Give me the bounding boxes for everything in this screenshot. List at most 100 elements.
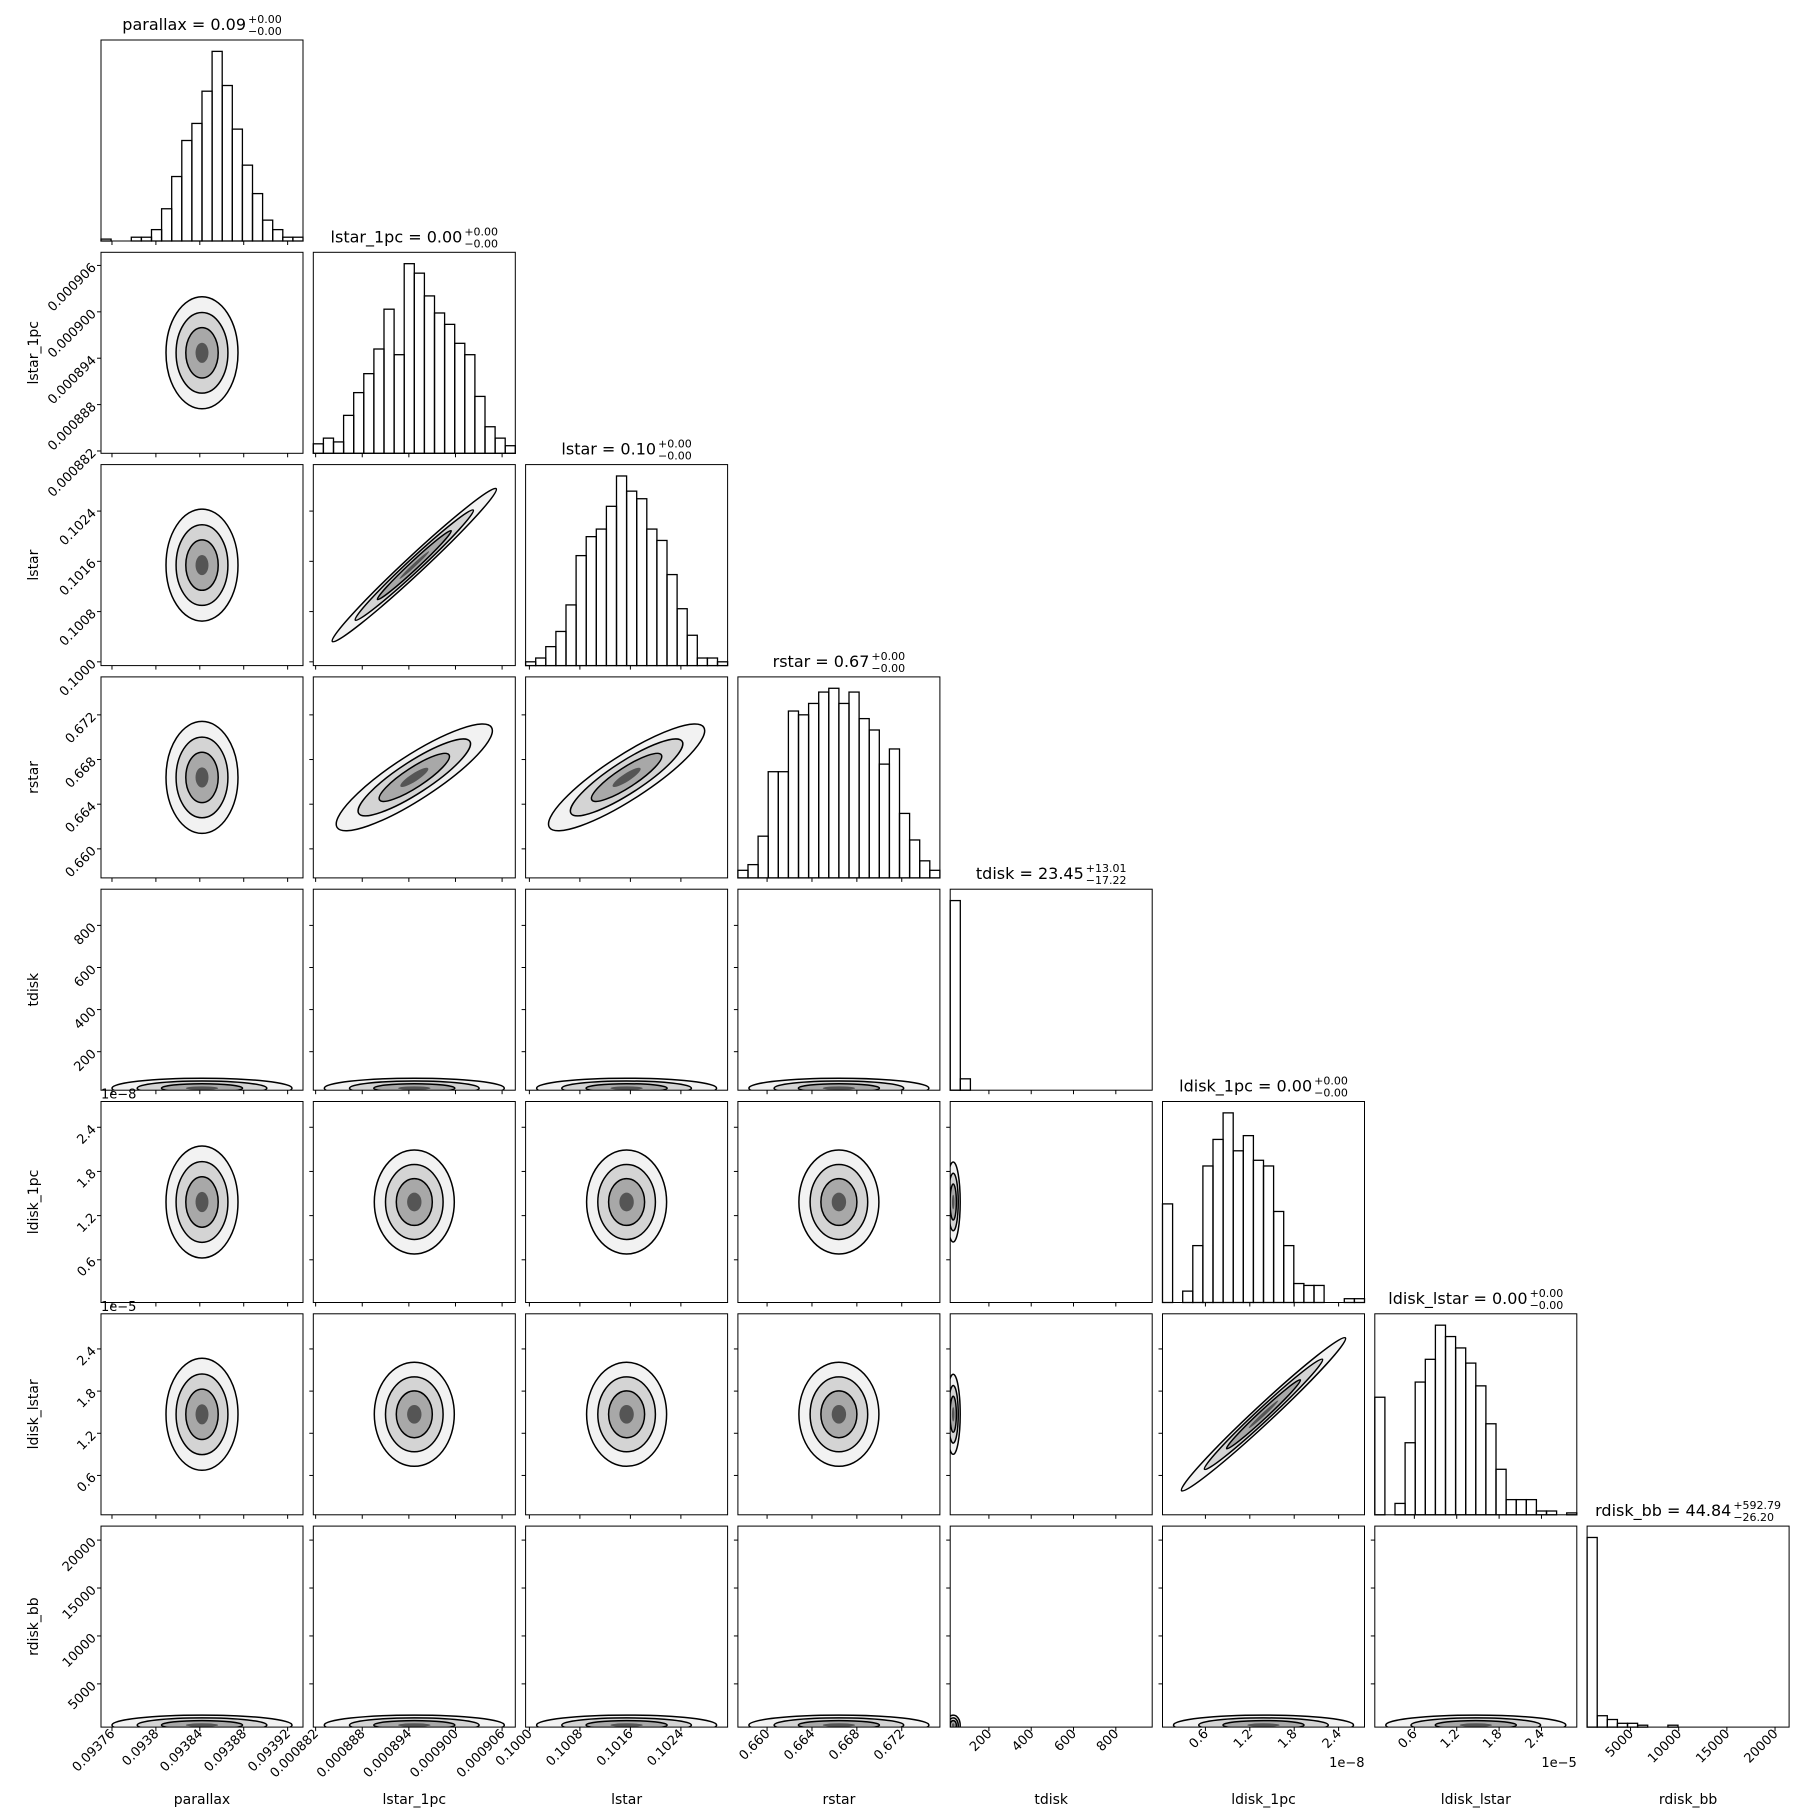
panel (733, 1313, 941, 1519)
hist-bar (1414, 1381, 1426, 1516)
panel-frame (1586, 1525, 1790, 1728)
hist-bar (160, 208, 173, 242)
hist-bar (322, 437, 335, 454)
hist-bar (1182, 1290, 1194, 1304)
panel-frame (949, 888, 1153, 1091)
hist-bar (535, 657, 547, 667)
hist-bar (747, 863, 759, 879)
y-tick-label: 0.1000 (57, 657, 100, 700)
hist-bar (383, 308, 395, 454)
panel-frame (100, 1313, 304, 1516)
x-tick-label: 0.6 (1187, 1727, 1212, 1752)
y-tick-label: 0.1016 (57, 556, 100, 599)
hist-bar (1404, 1442, 1416, 1516)
x-tick-label: 400 (1009, 1727, 1037, 1755)
x-axis-label: lstar (611, 1792, 642, 1808)
panel (946, 1313, 1153, 1519)
panel (1158, 1313, 1365, 1519)
hist-bar (545, 645, 557, 667)
density (373, 1361, 456, 1468)
density (1180, 1336, 1347, 1492)
contour (951, 1723, 955, 1727)
density (165, 1145, 239, 1259)
hist-bar (615, 475, 628, 667)
hist-bar (565, 604, 577, 667)
panel-frame (1162, 1313, 1365, 1516)
panel (946, 1101, 1153, 1307)
y-tick-label: 0.6 (74, 1255, 99, 1280)
panel (521, 888, 729, 1095)
hist-bar (1293, 1282, 1305, 1304)
y-tick-label: 2.4 (74, 1122, 99, 1147)
y-tick-label: 1.2 (74, 1211, 99, 1236)
x-axis-label: rstar (822, 1792, 855, 1808)
x-tick-label: 600 (1052, 1727, 1080, 1755)
hist-bar (1232, 1150, 1244, 1304)
contour (1459, 1723, 1493, 1727)
hist-bar (858, 717, 870, 879)
title-upper: +0.00 (1530, 1287, 1564, 1300)
density (748, 1714, 930, 1728)
x-tick-label: 0.09388 (201, 1727, 250, 1776)
density (165, 508, 239, 622)
hist-bar (1515, 1498, 1527, 1516)
panel-frame (312, 1101, 516, 1303)
hist-bar (1202, 1165, 1214, 1304)
hist-bar (443, 323, 456, 454)
x-tick-label: 0.664 (781, 1727, 818, 1764)
title-lower: −0.00 (658, 450, 692, 463)
panel: 0.0008820.0008880.0008940.0009000.000906… (268, 1525, 516, 1808)
panel (309, 1313, 516, 1519)
density (323, 1714, 506, 1728)
x-tick-label: 0.1016 (594, 1727, 637, 1770)
panel (733, 888, 941, 1095)
hist-bar (282, 236, 294, 242)
hist-bar (818, 691, 830, 879)
density (950, 1161, 961, 1243)
y-tick-label: 0.660 (63, 844, 100, 881)
density (111, 1714, 293, 1728)
panel (309, 676, 516, 882)
hist-bar (625, 490, 638, 667)
hist-bar (898, 812, 911, 879)
density (165, 296, 239, 410)
panel-frame (100, 888, 304, 1091)
panel-frame (525, 888, 729, 1091)
hist-bar (474, 395, 486, 454)
hist-bar (1252, 1159, 1265, 1304)
panel-frame (100, 676, 304, 879)
contour (822, 1086, 856, 1090)
hist-bar (1161, 1203, 1174, 1304)
hist-bar (1586, 1536, 1598, 1728)
hist-bar (1525, 1498, 1538, 1516)
density (165, 720, 239, 835)
hist-bar (1262, 1165, 1275, 1304)
hist-bar (1485, 1423, 1497, 1516)
hist-bar (433, 312, 446, 454)
x-axis-label: rdisk_bb (1659, 1792, 1718, 1808)
panel-frame (100, 251, 304, 454)
hist-bar (181, 139, 193, 242)
y-tick-label: 20000 (60, 1535, 100, 1575)
hist-bar (1222, 1112, 1234, 1304)
panel (524, 464, 729, 670)
hist-bar (868, 729, 880, 879)
x-tick-label: 20000 (1742, 1727, 1782, 1767)
y-axis-label: lstar_1pc (26, 321, 42, 385)
contour (399, 551, 430, 579)
x-tick-label: 0.000900 (407, 1727, 461, 1781)
y-axis-label: ldisk_lstar (26, 1379, 42, 1449)
hist-bar (888, 748, 901, 879)
panel: 200 400 600 800 tdisk (946, 1525, 1153, 1808)
panel-title: lstar = 0.10 (561, 440, 656, 459)
title-upper: +0.00 (1314, 1075, 1348, 1088)
panel-frame (312, 1525, 516, 1728)
x-axis-label: lstar_1pc (383, 1792, 447, 1808)
panel-frame (312, 1313, 516, 1516)
panel-frame (525, 1101, 729, 1303)
density (1172, 1714, 1355, 1728)
hist-bar (1475, 1385, 1487, 1516)
hist-bar (908, 839, 921, 879)
y-tick-label: 1.2 (74, 1428, 99, 1453)
x-tick-label: 0.672 (871, 1727, 908, 1764)
